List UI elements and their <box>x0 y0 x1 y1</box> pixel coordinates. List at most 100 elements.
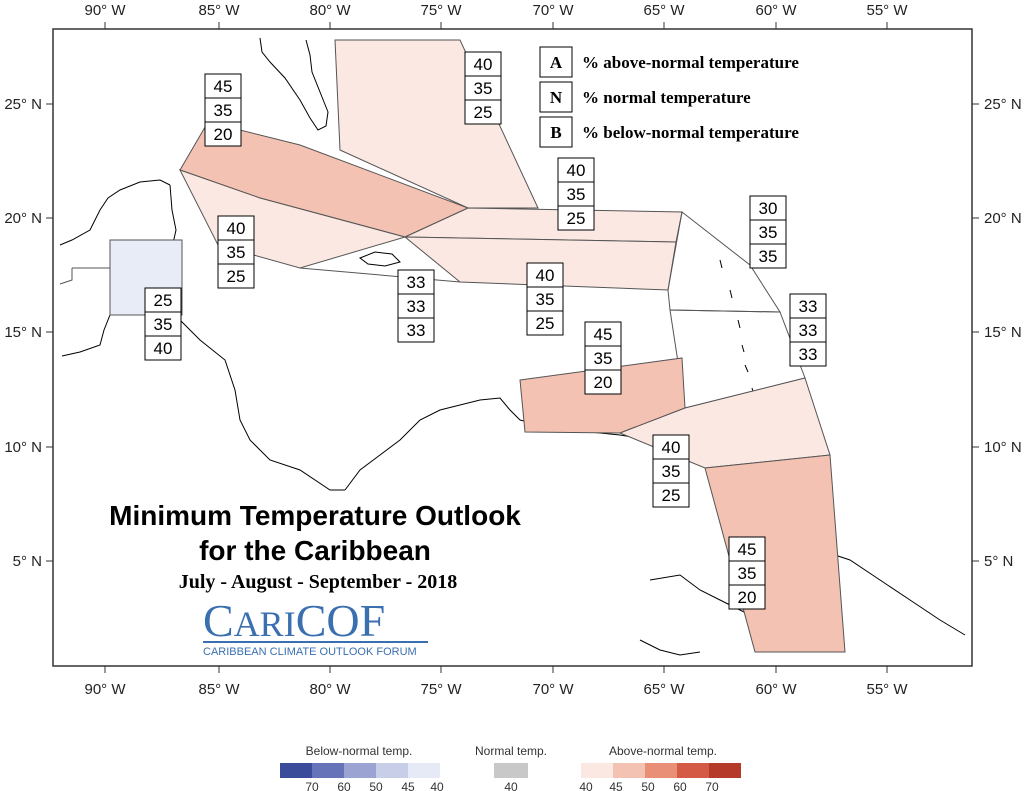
prob-normal: 35 <box>567 185 586 204</box>
prob-normal: 35 <box>594 349 613 368</box>
prob-box-cuba: 45 35 20 <box>204 73 242 147</box>
legend-value: 60 <box>337 780 351 791</box>
lon-label: 85° W <box>198 2 240 19</box>
key-box-b <box>539 116 573 148</box>
lesser-antilles <box>719 259 755 396</box>
prob-normal: 35 <box>738 564 757 583</box>
prob-below: 25 <box>474 103 493 122</box>
jamaica-coast <box>358 251 401 267</box>
legend-value: 40 <box>430 780 444 791</box>
map-title: Minimum Temperature Outlook <box>109 500 521 531</box>
logo-wordmark: CARICOF <box>203 595 385 646</box>
prob-below: 25 <box>567 209 586 228</box>
lat-label: 5° N <box>984 553 1013 570</box>
lat-label: 25° N <box>4 96 42 113</box>
prob-normal: 35 <box>759 223 778 242</box>
prob-above: 33 <box>799 297 818 316</box>
florida-coast <box>259 37 329 131</box>
latitude-ticks <box>46 103 979 562</box>
prob-above: 40 <box>474 55 493 74</box>
prob-above: 33 <box>407 273 426 292</box>
legend-value: 40 <box>579 780 593 791</box>
lon-label: 65° W <box>643 681 685 698</box>
prob-above: 45 <box>738 540 757 559</box>
prob-below: 35 <box>759 247 778 266</box>
legend-swatch-above-60 <box>677 763 709 778</box>
key-box-a <box>539 46 573 78</box>
prob-box-northern-lesser-antilles: 30 35 35 <box>749 195 787 269</box>
lon-label: 60° W <box>755 681 797 698</box>
legend-swatch-below-45 <box>376 763 408 778</box>
lon-label: 60° W <box>755 2 797 19</box>
legend-swatch-above-45 <box>613 763 645 778</box>
prob-box-jamaica: 33 33 33 <box>397 269 435 343</box>
longitude-ticks-bottom <box>104 666 888 673</box>
prob-below: 25 <box>227 267 246 286</box>
legend-swatch-below-60 <box>312 763 344 778</box>
lat-label: 20° N <box>984 210 1022 227</box>
prob-above: 40 <box>662 438 681 457</box>
longitude-ticks-top <box>104 22 888 29</box>
lon-label: 65° W <box>643 2 685 19</box>
lon-label: 90° W <box>84 2 126 19</box>
lon-label: 55° W <box>866 2 908 19</box>
legend-swatch-below-50 <box>344 763 376 778</box>
map-subtitle: July - August - September - 2018 <box>179 571 458 593</box>
lon-label: 85° W <box>198 681 240 698</box>
mexico-border <box>59 267 110 285</box>
prob-above: 40 <box>567 161 586 180</box>
key-letter-a: A <box>550 53 563 72</box>
legend-normal-title: Normal temp. <box>475 744 547 758</box>
longitude-labels-bottom: 90° W 85° W 80° W 75° W 70° W 65° W 60° … <box>84 681 908 698</box>
key-letter-b: B <box>550 123 561 142</box>
key-letter-n: N <box>550 88 563 107</box>
prob-normal: 33 <box>799 321 818 340</box>
lat-label: 15° N <box>984 324 1022 341</box>
legend-swatch-normal-40 <box>494 763 528 778</box>
legend-swatch-above-40 <box>581 763 613 778</box>
prob-below: 20 <box>594 373 613 392</box>
lat-label: 10° N <box>984 439 1022 456</box>
probability-key: A N B % above-normal temperature % norma… <box>539 46 799 148</box>
legend-value: 50 <box>641 780 655 791</box>
lat-label: 10° N <box>4 439 42 456</box>
legend-swatch-above-70 <box>709 763 741 778</box>
lat-label: 20° N <box>4 210 42 227</box>
legend-value: 40 <box>504 780 518 791</box>
prob-box-abc: 45 35 20 <box>584 321 622 395</box>
lon-label: 80° W <box>309 2 351 19</box>
prob-above: 30 <box>759 199 778 218</box>
title-backdrop <box>80 493 550 663</box>
prob-above: 45 <box>594 325 613 344</box>
prob-normal: 35 <box>214 101 233 120</box>
lon-label: 70° W <box>532 2 574 19</box>
prob-normal: 35 <box>474 79 493 98</box>
prob-box-hispaniola-south: 40 35 25 <box>526 262 564 336</box>
latitude-labels-right: 25° N 20° N 15° N 10° N 5° N <box>984 96 1022 570</box>
legend-value: 45 <box>609 780 623 791</box>
longitude-labels-top: 90° W 85° W 80° W 75° W 70° W 65° W 60° … <box>84 2 908 19</box>
probability-boxes: 40 35 25 45 35 20 40 35 25 25 35 <box>144 51 827 610</box>
legend-above-title: Above-normal temp. <box>609 744 717 758</box>
legend-value: 70 <box>305 780 319 791</box>
caricof-logo: CARICOF CARIBBEAN CLIMATE OUTLOOK FORUM <box>203 595 428 658</box>
lon-label: 55° W <box>866 681 908 698</box>
map-title-line2: for the Caribbean <box>199 535 431 566</box>
prob-box-bahamas: 40 35 25 <box>464 51 502 125</box>
key-box-n <box>539 81 573 113</box>
lon-label: 75° W <box>420 2 462 19</box>
prob-box-windward: 33 33 33 <box>789 293 827 367</box>
legend-below-title: Below-normal temp. <box>306 744 413 758</box>
prob-box-western-cuba: 40 35 25 <box>217 215 255 289</box>
region-bahamas <box>334 39 539 209</box>
prob-normal: 35 <box>154 315 173 334</box>
prob-below: 40 <box>154 339 173 358</box>
prob-above: 40 <box>536 266 555 285</box>
prob-box-guianas: 45 35 20 <box>728 536 766 610</box>
legend-swatch-below-70 <box>280 763 312 778</box>
lon-label: 70° W <box>532 681 574 698</box>
prob-below: 20 <box>214 125 233 144</box>
inland-border <box>639 574 761 656</box>
prob-normal: 35 <box>662 462 681 481</box>
